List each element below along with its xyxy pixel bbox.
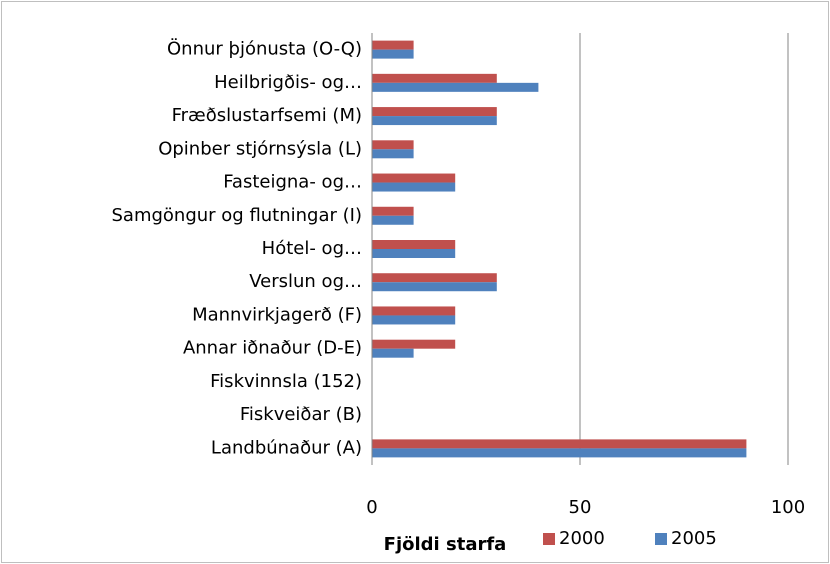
x-tick-label: 0 bbox=[366, 497, 377, 518]
bar bbox=[372, 40, 414, 50]
bar bbox=[372, 82, 539, 92]
y-tick-label: Opinber stjórnsýsla (L) bbox=[158, 138, 362, 159]
bar bbox=[372, 149, 414, 159]
bar bbox=[372, 306, 456, 316]
legend-label: 2000 bbox=[559, 528, 605, 549]
bar bbox=[372, 182, 456, 192]
bar bbox=[372, 215, 414, 225]
y-tick-label: Verslun og… bbox=[249, 271, 362, 292]
bar bbox=[372, 73, 497, 83]
legend-label: 2005 bbox=[671, 528, 717, 549]
x-tick-label: 50 bbox=[569, 497, 592, 518]
y-tick-label: Landbúnaður (A) bbox=[211, 437, 362, 458]
bar bbox=[372, 140, 414, 150]
y-tick-label: Önnur þjónusta (O-Q) bbox=[167, 38, 362, 60]
legend-swatch bbox=[655, 533, 667, 545]
y-tick-label: Annar iðnaður (D-E) bbox=[183, 338, 362, 359]
bar bbox=[372, 49, 414, 59]
bar bbox=[372, 348, 414, 358]
bar bbox=[372, 339, 456, 349]
bar bbox=[372, 206, 414, 216]
bar bbox=[372, 107, 497, 117]
x-tick-label: 100 bbox=[771, 497, 805, 518]
bar bbox=[372, 448, 747, 458]
bar bbox=[372, 315, 456, 325]
bar bbox=[372, 240, 456, 249]
bar bbox=[372, 282, 497, 292]
bar bbox=[372, 273, 497, 283]
y-tick-label: Fræðslustarfsemi (M) bbox=[172, 105, 362, 126]
bar bbox=[372, 116, 497, 126]
y-tick-label: Mannvirkjagerð (F) bbox=[192, 304, 362, 325]
y-tick-label: Samgöngur og flutningar (I) bbox=[111, 205, 362, 226]
legend-swatch bbox=[543, 533, 555, 545]
bar bbox=[372, 173, 456, 183]
x-axis-label: Fjöldi starfa bbox=[384, 534, 507, 555]
y-tick-label: Fiskveiðar (B) bbox=[240, 404, 362, 425]
bar bbox=[372, 439, 747, 449]
y-tick-label: Fasteigna- og… bbox=[223, 172, 362, 193]
y-tick-label: Fiskvinnsla (152) bbox=[210, 371, 362, 392]
y-tick-label: Hótel- og… bbox=[262, 238, 362, 259]
y-tick-label: Heilbrigðis- og… bbox=[214, 72, 362, 93]
bar bbox=[372, 249, 456, 258]
